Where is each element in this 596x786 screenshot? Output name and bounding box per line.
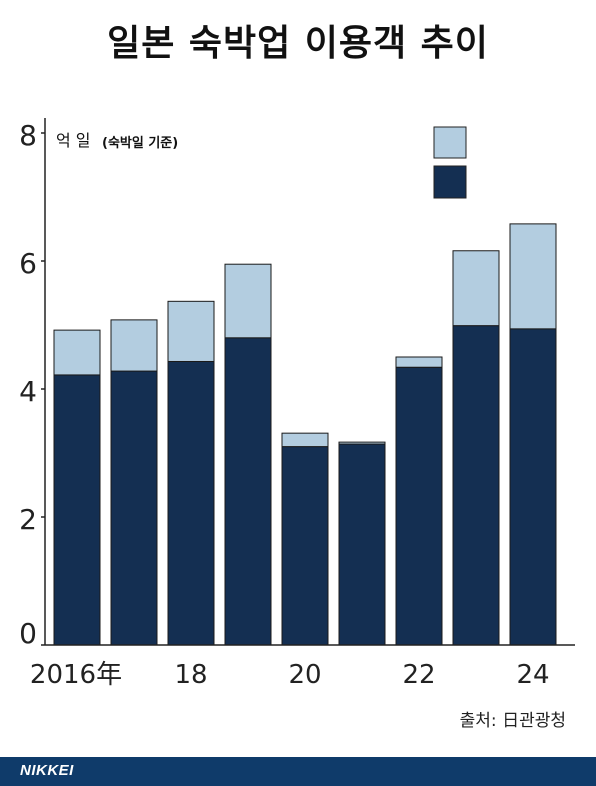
bar-segment-2022-light [395,356,443,368]
bar-segment-2024-dark [509,328,557,646]
bar-segment-2023-light [452,250,500,327]
bar-segment-2024-light [509,223,557,330]
bar-segment-2021-dark [338,443,386,646]
bar-segment-2021-light [338,441,386,445]
bar-segment-2016-dark [53,374,101,646]
bar-segment-2019-light [224,263,272,339]
legend-swatch-dark [433,165,467,199]
y-tick-label: 8 [19,119,37,152]
y-unit-label: 억 일 [56,131,91,150]
bar-segment-2018-light [167,300,215,362]
bar-segment-2020-light [281,432,329,448]
bar-segment-2017-light [110,319,158,372]
bar-segment-2016-light [53,329,101,376]
y-tick-label: 0 [19,617,37,650]
y-tick-label: 2 [19,503,37,536]
x-tick-label: 2016年 [30,660,122,690]
y-tick-label: 4 [19,375,37,408]
bar-segment-2022-dark [395,366,443,646]
x-axis: 2016年 18 20 22 24 [30,660,550,690]
bar-segment-2019-dark [224,337,272,646]
footer-bar: NIKKEI [0,757,596,786]
x-tick-label: 22 [402,660,435,690]
x-tick-label: 20 [288,660,321,690]
x-tick-label: 24 [516,660,549,690]
y-tick-label: 6 [19,247,37,280]
chart-title: 일본 숙박업 이용객 추이 [107,23,489,64]
bar-segment-2017-dark [110,370,158,646]
bars [53,223,557,646]
legend [433,126,467,199]
bar-segment-2023-dark [452,325,500,646]
y-unit-note: (숙박일 기준) [102,135,178,151]
nikkei-logo: NIKKEI [20,762,74,779]
bar-segment-2018-dark [167,360,215,646]
legend-swatch-light [433,126,467,159]
bar-segment-2020-dark [281,446,329,646]
x-tick-label: 18 [174,660,207,690]
source-note: 출처: 日관광청 [459,711,566,731]
y-axis: 0 2 4 6 8 [19,119,45,650]
